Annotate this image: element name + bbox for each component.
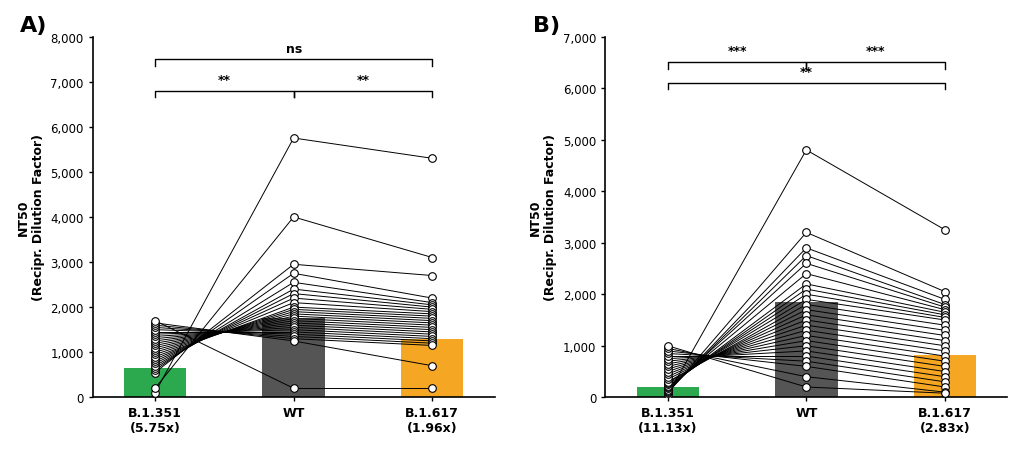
Text: A): A)	[20, 16, 48, 36]
Y-axis label: NT50
(Recipr. Dilution Factor): NT50 (Recipr. Dilution Factor)	[529, 134, 557, 301]
Y-axis label: NT50
(Recipr. Dilution Factor): NT50 (Recipr. Dilution Factor)	[16, 134, 45, 301]
Bar	[262, 319, 325, 397]
Text: ***: ***	[727, 45, 746, 58]
Bar	[775, 302, 838, 397]
Text: ns: ns	[286, 42, 302, 55]
Bar	[637, 387, 699, 397]
Text: **: **	[356, 74, 370, 87]
Bar	[913, 355, 976, 397]
Text: ***: ***	[866, 45, 886, 58]
Bar	[124, 368, 186, 397]
Bar	[401, 339, 464, 397]
Text: **: **	[800, 66, 813, 78]
Text: **: **	[218, 74, 230, 87]
Text: B): B)	[532, 16, 560, 36]
